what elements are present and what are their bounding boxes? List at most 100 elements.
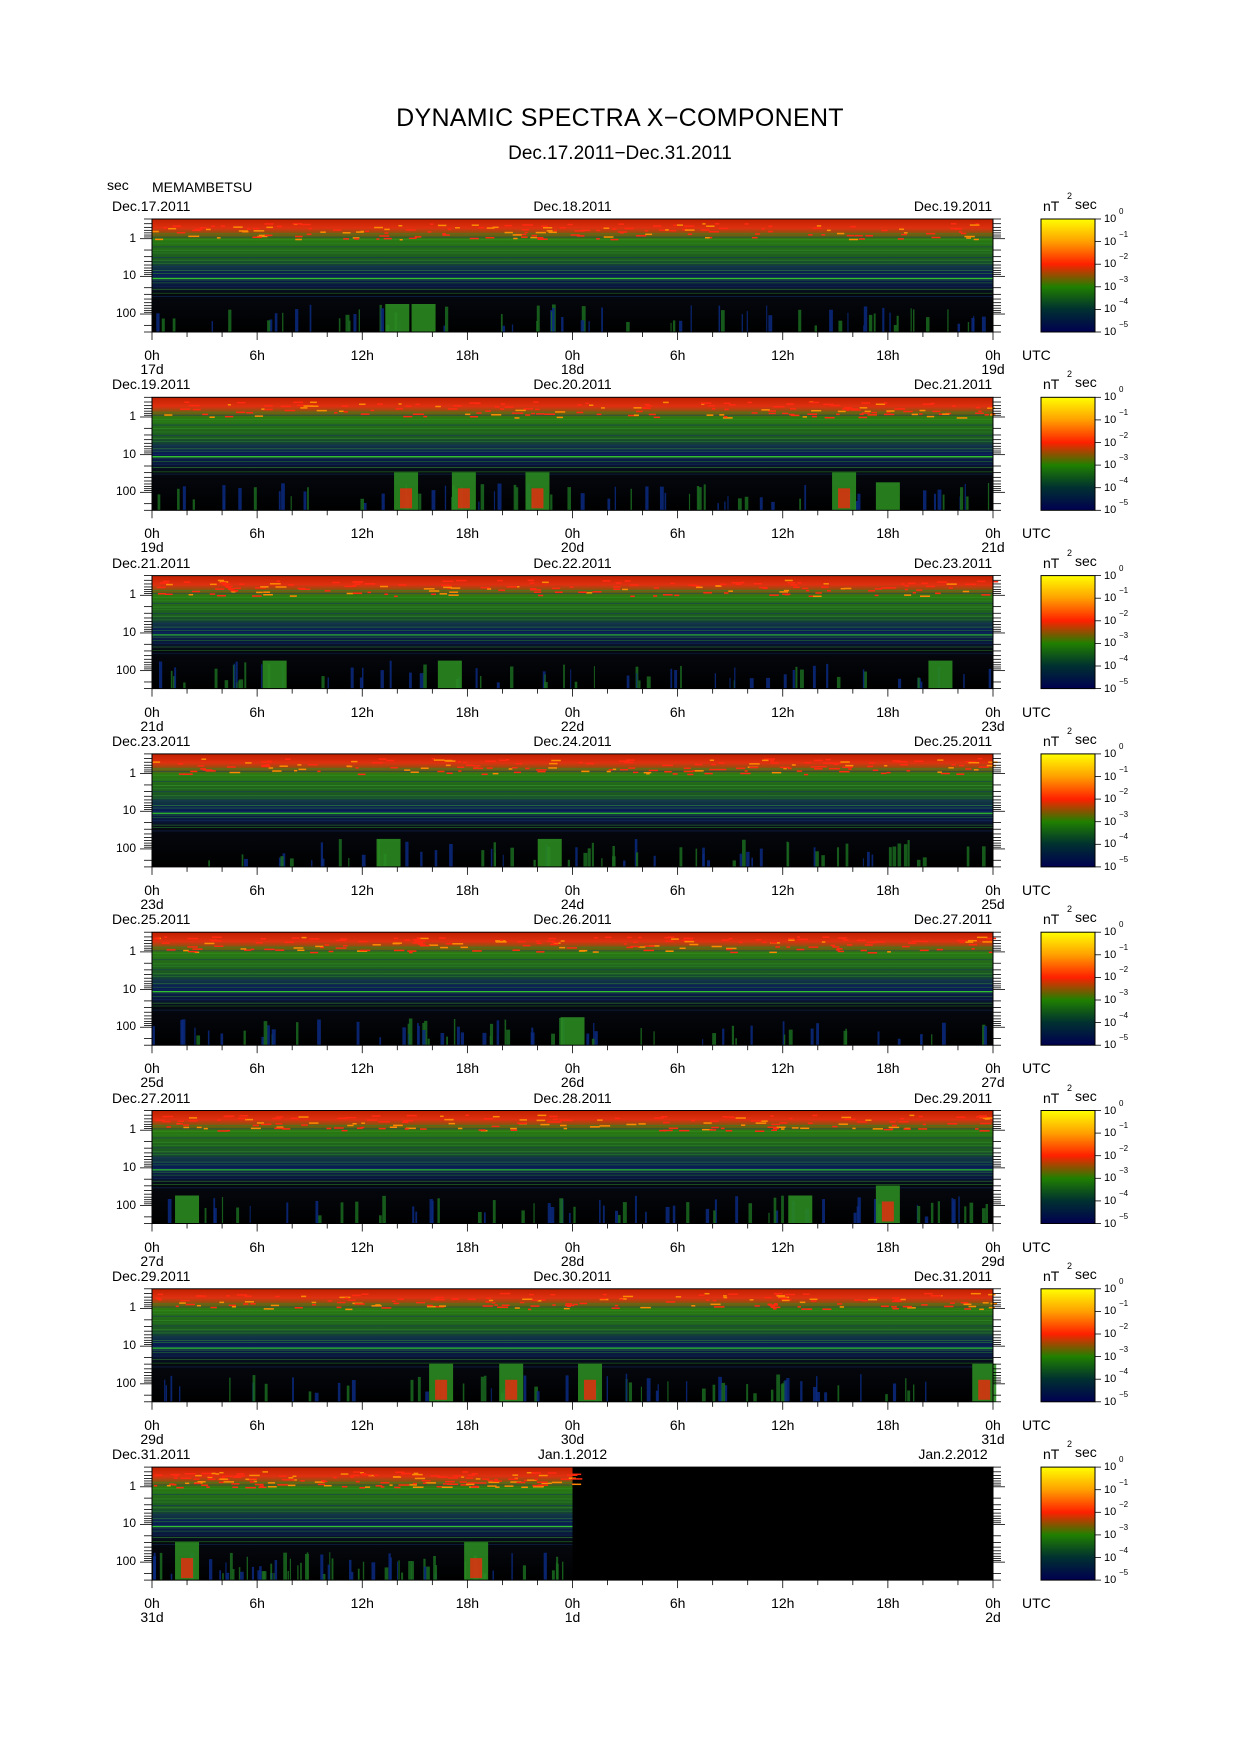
day-label: 2d xyxy=(985,1609,1001,1626)
spectral-speckle xyxy=(211,936,222,939)
activity-streak xyxy=(917,1206,921,1224)
colorbar-label-base: 10 xyxy=(1104,682,1117,695)
spectral-speckle xyxy=(810,766,819,768)
activity-streak xyxy=(282,664,284,689)
spectral-speckle xyxy=(516,1481,526,1484)
activity-streak xyxy=(959,496,961,511)
activity-streak xyxy=(531,501,534,511)
spectral-speckle xyxy=(932,410,941,413)
spectral-speckle xyxy=(374,226,384,229)
spectrogram-data-region xyxy=(152,753,993,867)
activity-streak xyxy=(720,310,725,332)
activity-streak xyxy=(751,857,753,867)
spectral-speckle xyxy=(592,591,602,593)
spectral-speckle xyxy=(278,1475,287,1477)
activity-streak xyxy=(454,488,458,511)
activity-streak xyxy=(208,1559,213,1581)
colorbar-label-base: 10 xyxy=(1104,481,1117,494)
activity-streak xyxy=(378,839,380,867)
activity-streak xyxy=(153,1556,157,1581)
spectral-speckle xyxy=(226,1129,231,1132)
spectral-speckle xyxy=(416,1301,426,1304)
activity-streak xyxy=(562,1018,565,1046)
activity-streak xyxy=(475,668,478,689)
x-tick-label: 0h xyxy=(985,525,1001,542)
spectral-speckle xyxy=(704,1292,710,1295)
spectral-speckle xyxy=(164,414,173,416)
spectral-speckle xyxy=(773,1292,783,1295)
spectral-speckle xyxy=(611,1307,620,1309)
spectral-speckle xyxy=(244,949,252,951)
spectral-speckle xyxy=(920,595,931,597)
activity-streak xyxy=(480,484,485,511)
activity-streak xyxy=(782,1021,785,1046)
activity-streak xyxy=(481,850,485,867)
spectral-speckle xyxy=(157,1293,163,1296)
spectral-speckle xyxy=(988,761,998,763)
spectral-speckle xyxy=(918,1128,928,1130)
activity-streak xyxy=(591,1038,595,1046)
spectral-speckle xyxy=(711,1126,719,1129)
spectral-speckle xyxy=(921,582,929,585)
activity-streak xyxy=(983,1026,988,1046)
spectral-speckle xyxy=(710,1120,719,1122)
spectral-speckle xyxy=(434,1298,445,1301)
activity-streak xyxy=(214,668,218,689)
spectral-speckle xyxy=(426,1304,433,1307)
spectral-speckle xyxy=(861,1299,868,1302)
activity-streak xyxy=(907,839,910,867)
spectral-speckle xyxy=(735,583,742,586)
activity-streak xyxy=(602,1205,605,1224)
activity-streak xyxy=(646,1378,651,1402)
spectral-speckle xyxy=(579,949,588,952)
spectral-speckle xyxy=(480,586,491,589)
spectral-speckle xyxy=(240,948,247,950)
activity-burst xyxy=(464,1542,489,1581)
spectral-speckle xyxy=(276,225,283,228)
day-label: 18d xyxy=(560,361,585,377)
activity-streak xyxy=(280,856,284,867)
spectral-speckle xyxy=(682,228,688,231)
spectral-speckle xyxy=(614,1304,619,1307)
activity-streak xyxy=(441,1381,445,1402)
activity-streak xyxy=(664,492,667,511)
spectral-speckle xyxy=(979,1130,990,1132)
spectral-speckle xyxy=(797,938,808,941)
spectral-speckle xyxy=(701,1128,713,1131)
activity-streak xyxy=(489,1035,492,1046)
x-tick-label: 18h xyxy=(876,525,900,542)
spectral-speckle xyxy=(404,939,410,941)
activity-streak xyxy=(443,325,446,332)
spectral-speckle xyxy=(982,941,993,943)
spectral-speckle xyxy=(361,1474,372,1476)
activity-streak xyxy=(317,1019,321,1046)
spectral-speckle xyxy=(708,405,716,407)
spectral-speckle xyxy=(663,1121,670,1124)
activity-streak xyxy=(433,1555,436,1581)
plot-area xyxy=(152,1288,993,1402)
spectral-speckle xyxy=(967,939,977,942)
activity-streak xyxy=(297,1565,299,1581)
spectral-speckle xyxy=(202,769,213,771)
plot-area xyxy=(152,1467,993,1581)
activity-burst-core xyxy=(400,488,413,509)
activity-streak xyxy=(307,487,309,511)
activity-streak xyxy=(196,1035,201,1046)
activity-streak xyxy=(551,307,555,332)
activity-streak xyxy=(672,1205,676,1224)
spectral-speckle xyxy=(346,592,354,595)
activity-streak xyxy=(816,1376,818,1402)
activity-streak xyxy=(213,1198,216,1224)
colorbar-unit-sup: 2 xyxy=(1067,369,1073,380)
spectral-speckle xyxy=(333,1476,337,1479)
spectral-speckle xyxy=(447,1483,459,1486)
spectral-speckle xyxy=(950,227,961,230)
spectral-speckle xyxy=(448,1122,456,1125)
plot-area xyxy=(152,932,993,1046)
spectral-speckle xyxy=(832,1125,838,1128)
spectral-speckle xyxy=(841,937,845,940)
activity-streak xyxy=(236,1207,240,1224)
activity-streak xyxy=(418,1025,420,1046)
plot-frame xyxy=(151,931,994,1046)
y-tick-label: 1 xyxy=(129,408,136,423)
